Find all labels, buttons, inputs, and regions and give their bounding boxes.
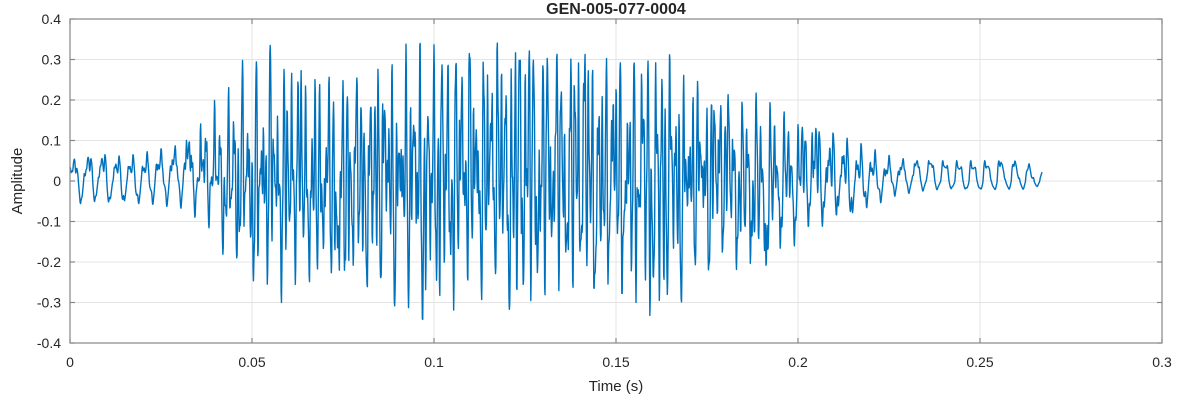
tick-labels: 0 0.05 0.1 0.15 0.2 0.25 0.3 -0.4 -0.3 -0.2 -0.1 0 0… [37, 11, 1172, 370]
chart-title: GEN-005-077-0004 [546, 1, 686, 18]
y-tick-label: -0.2 [37, 254, 61, 270]
x-tick-label: 0.2 [788, 354, 808, 370]
y-tick-label: 0.3 [42, 52, 62, 68]
y-axis-label: Amplitude [9, 148, 26, 215]
y-tick-label: 0.4 [42, 11, 62, 27]
waveform-path [70, 42, 1043, 321]
waveform-series [70, 42, 1043, 321]
x-tick-label: 0.05 [238, 354, 265, 370]
x-tick-label: 0.15 [602, 354, 629, 370]
x-tick-label: 0.3 [1152, 354, 1172, 370]
x-axis-label: Time (s) [589, 378, 643, 395]
y-tick-label: -0.4 [37, 335, 61, 351]
x-tick-label: 0 [66, 354, 74, 370]
y-tick-label: 0.2 [42, 92, 62, 108]
x-tick-label: 0.1 [424, 354, 444, 370]
grid-lines [70, 19, 1162, 343]
y-tick-label: -0.3 [37, 295, 61, 311]
y-tick-label: 0.1 [42, 133, 62, 149]
y-tick-label: 0 [53, 173, 61, 189]
plot-border [69, 18, 1163, 344]
x-tick-label: 0.25 [966, 354, 993, 370]
y-tick-label: -0.1 [37, 214, 61, 230]
